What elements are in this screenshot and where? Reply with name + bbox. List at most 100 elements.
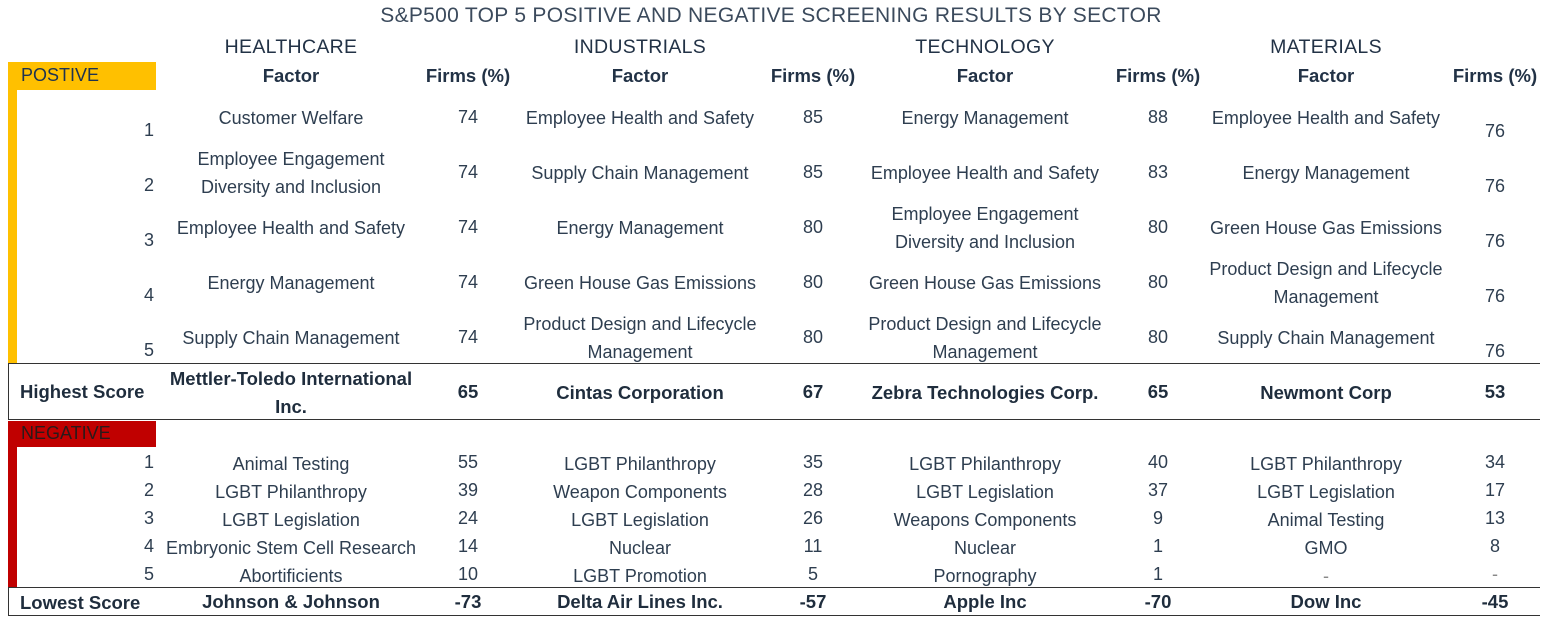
positive-factor: Supply Chain Management: [531, 162, 749, 183]
lowest-score-value: -57: [799, 591, 827, 612]
negative-firms-pct: 34: [1484, 452, 1506, 472]
firms-pct-column-header: Firms (%): [770, 65, 856, 86]
positive-factor: Supply Chain Management: [1217, 327, 1435, 348]
positive-factor: Employee Health and Safety: [176, 217, 406, 238]
positive-rank: 2: [143, 175, 154, 195]
positive-firms-pct: 83: [1147, 162, 1169, 182]
lowest-score-value: -70: [1144, 591, 1172, 612]
negative-firms-pct: 35: [802, 452, 824, 472]
positive-firms-pct: 74: [457, 162, 479, 182]
negative-firms-pct: -: [1492, 564, 1498, 584]
rule-highest-top: [8, 363, 1540, 364]
positive-factor: Energy Management: [1242, 162, 1410, 183]
negative-firms-pct: 26: [802, 508, 824, 528]
negative-factor: LGBT Legislation: [1257, 482, 1395, 502]
positive-factor: Green House Gas Emissions: [1209, 217, 1443, 238]
negative-factor: Animal Testing: [232, 454, 350, 474]
negative-factor: LGBT Philanthropy: [215, 482, 367, 502]
negative-factor: LGBT Philanthropy: [564, 454, 716, 474]
positive-rank: 1: [143, 120, 154, 140]
negative-factor: GMO: [1304, 538, 1348, 558]
positive-firms-pct: 76: [1484, 341, 1506, 361]
positive-factor: Energy Management: [901, 107, 1069, 128]
positive-firms-pct: 80: [802, 327, 824, 347]
negative-firms-pct: 5: [807, 564, 818, 584]
negative-factor: LGBT Legislation: [222, 510, 360, 530]
firms-pct-column-header: Firms (%): [1452, 65, 1538, 86]
positive-firms-pct: 85: [802, 162, 824, 182]
lowest-score-company: Apple Inc: [943, 591, 1027, 612]
negative-factor: Nuclear: [608, 538, 672, 558]
positive-factor: Employee Engagement Diversity and Inclus…: [891, 203, 1079, 252]
highest-score-company: Zebra Technologies Corp.: [871, 381, 1099, 403]
rule-lowest-bottom: [8, 615, 1540, 616]
negative-factor: LGBT Philanthropy: [909, 454, 1061, 474]
factor-column-header: Factor: [1297, 65, 1355, 86]
positive-factor: Energy Management: [556, 217, 724, 238]
positive-firms-pct: 74: [457, 327, 479, 347]
positive-factor: Employee Health and Safety: [525, 107, 755, 128]
rule-highest-bottom: [8, 419, 1540, 420]
lowest-left-edge: [8, 587, 9, 616]
negative-factor: Animal Testing: [1267, 510, 1385, 530]
positive-factor: Energy Management: [207, 272, 375, 293]
negative-firms-pct: 24: [457, 508, 479, 528]
negative-side-bar: [8, 447, 17, 587]
negative-factor: Nuclear: [953, 538, 1017, 558]
negative-firms-pct: 40: [1147, 452, 1169, 472]
highest-score-company: Cintas Corporation: [556, 381, 724, 403]
highest-score-value: 65: [457, 381, 479, 402]
negative-tag: NEGATIVE: [8, 421, 156, 447]
factor-column-header: Factor: [611, 65, 669, 86]
highest-score-company: Mettler-Toledo International Inc.: [169, 367, 413, 417]
lowest-score-company: Delta Air Lines Inc.: [557, 591, 723, 612]
positive-firms-pct: 88: [1147, 107, 1169, 127]
negative-factor: Abortificients: [239, 566, 343, 586]
positive-firms-pct: 76: [1484, 231, 1506, 251]
positive-rank: 5: [143, 340, 154, 360]
negative-firms-pct: 39: [457, 480, 479, 500]
negative-firms-pct: 11: [803, 536, 823, 556]
positive-factor: Green House Gas Emissions: [868, 272, 1102, 293]
positive-firms-pct: 76: [1484, 286, 1506, 306]
lowest-score-company: Dow Inc: [1290, 591, 1362, 612]
factor-column-header: Factor: [262, 65, 320, 86]
positive-firms-pct: 74: [457, 217, 479, 237]
positive-factor: Green House Gas Emissions: [523, 272, 757, 293]
positive-firms-pct: 85: [802, 107, 824, 127]
positive-firms-pct: 76: [1484, 121, 1506, 141]
sector-header: HEALTHCARE: [224, 36, 358, 58]
lowest-score-value: -73: [454, 591, 482, 612]
highest-score-company: Newmont Corp: [1260, 381, 1392, 403]
positive-firms-pct: 80: [1147, 217, 1169, 237]
negative-factor: Weapons Components: [893, 510, 1077, 530]
page-title: S&P500 TOP 5 POSITIVE AND NEGATIVE SCREE…: [380, 4, 1162, 27]
negative-rank: 3: [143, 508, 154, 528]
positive-firms-pct: 76: [1484, 176, 1506, 196]
positive-factor: Product Design and Lifecycle Management: [1209, 258, 1443, 307]
lowest-score-company: Johnson & Johnson: [202, 591, 380, 612]
negative-firms-pct: 8: [1489, 536, 1500, 556]
highest-score-value: 53: [1484, 381, 1506, 402]
positive-firms-pct: 80: [802, 272, 824, 292]
positive-firms-pct: 74: [457, 107, 479, 127]
highest-score-value: 67: [802, 381, 824, 402]
positive-factor: Product Design and Lifecycle Management: [523, 313, 757, 362]
firms-pct-column-header: Firms (%): [1115, 65, 1201, 86]
negative-factor: Weapon Components: [553, 482, 727, 502]
negative-factor: -: [1323, 566, 1329, 586]
sector-header: MATERIALS: [1270, 36, 1382, 58]
factor-column-header: Factor: [956, 65, 1014, 86]
negative-label: NEGATIVE: [21, 423, 111, 443]
negative-firms-pct: 13: [1484, 508, 1506, 528]
sector-header: TECHNOLOGY: [915, 36, 1055, 58]
negative-factor: LGBT Philanthropy: [1250, 454, 1402, 474]
negative-firms-pct: 55: [457, 452, 479, 472]
lowest-score-value: -45: [1481, 591, 1509, 612]
firms-pct-column-header: Firms (%): [425, 65, 511, 86]
negative-firms-pct: 17: [1484, 480, 1506, 500]
lowest-score-label: Lowest Score: [20, 592, 141, 613]
positive-factor: Product Design and Lifecycle Management: [868, 313, 1102, 362]
negative-rank: 1: [143, 452, 154, 472]
positive-firms-pct: 80: [802, 217, 824, 237]
